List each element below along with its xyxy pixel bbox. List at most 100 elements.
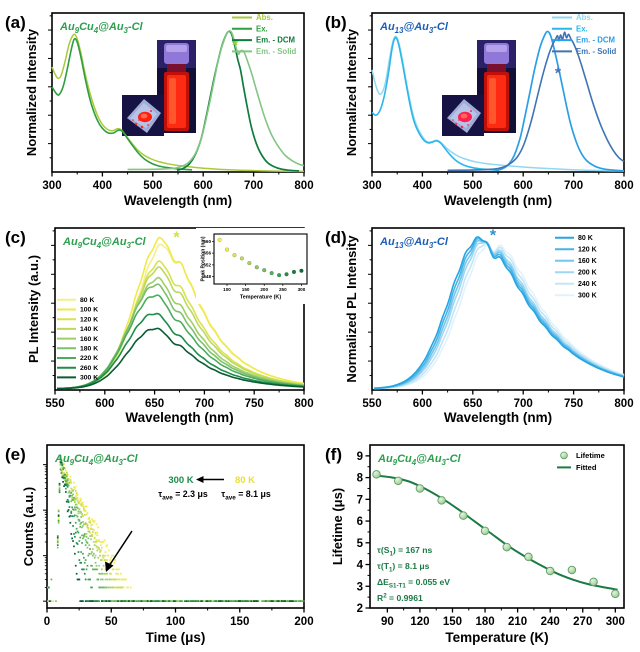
panel-d: 550 600 650 700 750 800 Wavelength (nm) Normali… bbox=[325, 227, 634, 425]
x-tick-label: 700 bbox=[514, 398, 533, 410]
y-tick-label: 9 bbox=[357, 451, 363, 463]
panel-letter: (a) bbox=[5, 13, 26, 32]
panel-title: Au9Cu4@Au3-Cl bbox=[377, 453, 462, 467]
inset-point bbox=[217, 237, 222, 242]
fit-annotation: R2 = 0.9961 bbox=[377, 593, 423, 603]
legend-label: 300 K bbox=[80, 375, 98, 382]
panel-title: Au9Cu4@Au3-Cl bbox=[62, 236, 147, 250]
axes: 300 400 500 600 700 800 Wavelength (nm) Normali… bbox=[344, 12, 634, 208]
inset-y-tick: 648 bbox=[203, 274, 211, 279]
x-tick-label: 200 bbox=[294, 616, 313, 628]
x-tick-label: 270 bbox=[573, 616, 592, 628]
legend: Abs. Ex. Em. - DCM Em. - Solid bbox=[552, 13, 617, 56]
legend-label: Em. - Solid bbox=[576, 47, 617, 56]
y-tick-label: 3 bbox=[357, 581, 363, 593]
legend-label: 160 K bbox=[80, 336, 98, 343]
curve-em-solid bbox=[127, 30, 305, 171]
y-tick-label: 2 bbox=[357, 603, 363, 615]
y-axis-label: Counts (a.u.) bbox=[21, 487, 36, 566]
lifetime-point bbox=[459, 511, 468, 520]
x-tick-label: 800 bbox=[614, 180, 633, 192]
inset-point bbox=[277, 273, 282, 278]
x-tick-label: 700 bbox=[564, 180, 583, 192]
x-axis-label: Time (μs) bbox=[146, 630, 206, 645]
lifetime-point bbox=[524, 552, 533, 562]
lifetime-point bbox=[611, 589, 620, 599]
label-80K: 80 K bbox=[235, 475, 255, 486]
panel-title: Au13@Au3-Cl bbox=[379, 236, 449, 250]
photo-inset bbox=[122, 40, 196, 136]
legend-label: 120 K bbox=[578, 247, 597, 254]
inset-point bbox=[291, 269, 297, 275]
legend-label: 100 K bbox=[80, 307, 98, 314]
x-tick-label: 600 bbox=[95, 398, 114, 410]
inset-point bbox=[284, 272, 289, 277]
series-curves bbox=[51, 30, 305, 173]
legend-label: Em. - DCM bbox=[576, 36, 615, 45]
x-tick-label: 180 bbox=[475, 616, 494, 628]
x-tick-label: 650 bbox=[463, 398, 482, 410]
axes: 550 600 650 700 750 800 Wavelength (nm) Normali… bbox=[344, 227, 634, 425]
x-tick-label: 700 bbox=[195, 398, 214, 410]
legend-label: Abs. bbox=[256, 13, 273, 22]
decay-trend-arrow bbox=[105, 530, 133, 572]
x-axis-label: Wavelength (nm) bbox=[125, 410, 233, 425]
legend-label: 180 K bbox=[80, 346, 98, 353]
curve-abs- bbox=[51, 33, 305, 173]
series-curves bbox=[56, 236, 305, 390]
x-tick-label: 50 bbox=[105, 616, 118, 628]
legend: 80 K 120 K 160 K 200 K 240 K 300 K bbox=[555, 235, 597, 300]
legend-label: 240 K bbox=[578, 281, 597, 288]
curve-300-k bbox=[57, 327, 305, 390]
panel-f: 90 120 150 180 210 240 270 300 Temperature (K) Li… bbox=[325, 444, 625, 645]
star-marker: * bbox=[173, 229, 180, 246]
curve-80-k bbox=[373, 236, 625, 389]
legend-label: 200 K bbox=[578, 270, 597, 277]
y-ticks: 2 3 4 5 6 7 8 9 bbox=[357, 451, 370, 615]
legend-label: Em. - Solid bbox=[256, 47, 297, 56]
x-axis-label: Wavelength (nm) bbox=[124, 193, 232, 208]
inset-y-tick: 652 bbox=[203, 262, 211, 267]
legend: Abs. Ex. Em. - DCM Em. - Solid bbox=[232, 13, 297, 56]
axes: 0 50 100 150 200 Time (μs) Counts (a.u.) bbox=[21, 444, 314, 645]
inset-x-tick: 250 bbox=[279, 287, 287, 292]
x-tick-label: 90 bbox=[381, 616, 394, 628]
x-tick-label: 400 bbox=[413, 180, 432, 192]
panel-e: 0 50 100 150 200 Time (μs) Counts (a.u.) 300 K 8… bbox=[5, 444, 314, 645]
star-marker: * bbox=[232, 38, 239, 55]
legend-label: Fitted bbox=[576, 463, 597, 472]
x-tick-label: 800 bbox=[614, 398, 633, 410]
curve-240-k bbox=[374, 242, 625, 390]
axes: 90 120 150 180 210 240 270 300 Temperature (K) Li… bbox=[330, 444, 625, 645]
inset-x-tick: 150 bbox=[242, 287, 250, 292]
panel-b: 300 400 500 600 700 800 Wavelength (nm) Normali… bbox=[325, 12, 634, 208]
decay-annotations: 300 K 80 K τave = 2.3 μs τave = 8.1 μs bbox=[158, 475, 271, 501]
y-tick-label: 7 bbox=[357, 494, 363, 506]
legend: Lifetime Fitted bbox=[557, 451, 605, 472]
inset-point bbox=[299, 268, 304, 273]
panel-letter: (e) bbox=[5, 445, 26, 464]
legend-label: Abs. bbox=[576, 13, 593, 22]
x-tick-label: 750 bbox=[564, 398, 583, 410]
inset-x-label: Temperature (K) bbox=[240, 295, 281, 301]
star-marker: * bbox=[555, 65, 562, 82]
decay-points bbox=[47, 454, 305, 602]
y-axis-label: Lifetime (μs) bbox=[330, 488, 345, 565]
x-axis-label: Wavelength (nm) bbox=[444, 410, 552, 425]
x-tick-label: 300 bbox=[42, 180, 61, 192]
legend-label: 80 K bbox=[80, 297, 94, 304]
label-300K: 300 K bbox=[168, 475, 193, 486]
x-tick-label: 300 bbox=[362, 180, 381, 192]
inset-point bbox=[254, 265, 259, 270]
legend-label: Ex. bbox=[256, 24, 268, 33]
legend-label: 300 K bbox=[578, 293, 597, 300]
inset-point bbox=[232, 253, 237, 258]
x-tick-label: 500 bbox=[463, 180, 482, 192]
inset-point bbox=[239, 256, 244, 261]
inset-point bbox=[262, 268, 267, 273]
panel-title: Au13@Au3-Cl bbox=[379, 21, 449, 35]
y-tick-label: 5 bbox=[357, 538, 364, 550]
photo-inset bbox=[442, 40, 516, 136]
curve-220-k bbox=[57, 294, 305, 390]
inset-x-tick: 100 bbox=[223, 287, 231, 292]
